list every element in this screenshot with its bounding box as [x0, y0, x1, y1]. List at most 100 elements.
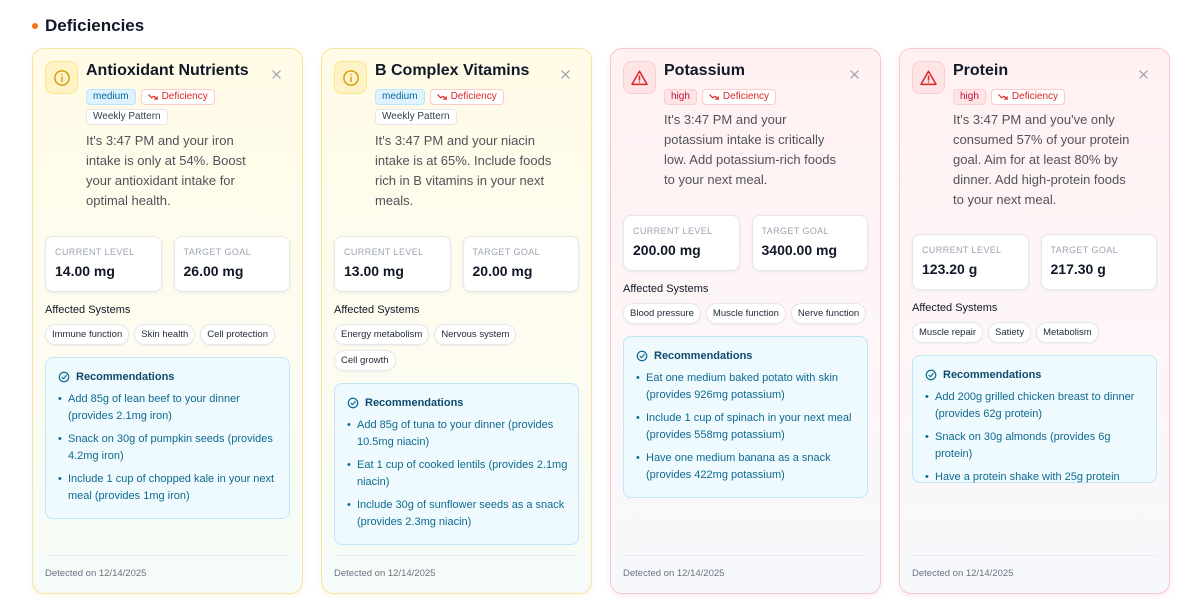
deficiency-badge-label: Deficiency: [450, 91, 497, 102]
affected-systems-label: Affected Systems: [45, 304, 131, 316]
system-tag: Metabolism: [1036, 322, 1099, 343]
close-button[interactable]: [557, 66, 573, 82]
recommendation-item: Snack on 30g almonds (provides 6g protei…: [925, 429, 1146, 463]
affected-systems-label: Affected Systems: [912, 302, 998, 314]
recommendations-panel: Recommendations Eat one medium baked pot…: [623, 336, 868, 498]
info-circle-icon: [334, 61, 367, 94]
deficiency-card-b-complex-vitamins: B Complex Vitamins medium Deficiency Wee…: [321, 48, 592, 594]
detected-date: Detected on 12/14/2025: [623, 555, 868, 579]
metrics: CURRENT LEVEL 13.00 mg TARGET GOAL 20.00…: [334, 236, 579, 292]
close-button[interactable]: [846, 66, 862, 82]
close-button[interactable]: [1135, 66, 1151, 82]
target-goal-label: TARGET GOAL: [472, 247, 541, 257]
affected-systems-tags: Blood pressure Muscle function Nerve fun…: [623, 303, 868, 324]
metrics: CURRENT LEVEL 14.00 mg TARGET GOAL 26.00…: [45, 236, 290, 292]
deficiency-badge-label: Deficiency: [161, 91, 208, 102]
recommendation-item: Eat one medium baked potato with skin (p…: [636, 370, 857, 404]
severity-badge: medium: [375, 89, 425, 105]
recommendations-list: Add 85g of lean beef to your dinner (pro…: [58, 391, 279, 505]
deficiency-badge: Deficiency: [140, 89, 215, 105]
pattern-badge: Weekly Pattern: [375, 109, 457, 125]
severity-badge: high: [953, 89, 986, 105]
card-title: Protein: [953, 62, 1009, 79]
affected-systems-label: Affected Systems: [623, 283, 709, 295]
warning-triangle-icon: [623, 61, 656, 94]
detected-date: Detected on 12/14/2025: [912, 555, 1157, 579]
section-title: Deficiencies: [45, 16, 145, 35]
current-level-box: CURRENT LEVEL 200.00 mg: [623, 215, 740, 271]
target-goal-box: TARGET GOAL 26.00 mg: [173, 236, 290, 292]
recommendation-item: Add 85g of lean beef to your dinner (pro…: [58, 391, 279, 425]
target-goal-value: 217.30 g: [1050, 261, 1106, 277]
recommendations-title: Recommendations: [76, 371, 175, 383]
recommendations-title: Recommendations: [943, 369, 1042, 381]
recommendations-panel: Recommendations Add 85g of tuna to your …: [334, 383, 579, 545]
card-title: Antioxidant Nutrients: [86, 62, 249, 79]
trending-down-icon: [998, 94, 1008, 100]
system-tag: Satiety: [988, 322, 1032, 343]
system-tag: Muscle repair: [912, 322, 984, 343]
card-title: B Complex Vitamins: [375, 62, 530, 79]
recommendations-list: Add 85g of tuna to your dinner (provides…: [347, 417, 568, 531]
detected-date: Detected on 12/14/2025: [334, 555, 579, 579]
current-level-value: 123.20 g: [922, 261, 978, 277]
system-tag: Cell growth: [334, 350, 396, 371]
deficiency-badge: Deficiency: [990, 89, 1066, 105]
recommendation-item: Include 1 cup of spinach in your next me…: [636, 410, 857, 444]
current-level-box: CURRENT LEVEL 14.00 mg: [45, 236, 162, 292]
badges: high Deficiency: [953, 89, 1138, 105]
trending-down-icon: [709, 94, 719, 100]
recommendation-item: Eat 1 cup of cooked lentils (provides 2.…: [347, 457, 568, 491]
section-dot: [32, 23, 38, 29]
check-circle-icon: [347, 397, 359, 409]
close-icon: [849, 69, 859, 79]
metrics: CURRENT LEVEL 123.20 g TARGET GOAL 217.3…: [912, 234, 1157, 290]
pattern-badge: Weekly Pattern: [86, 109, 168, 125]
deficiency-cards: Antioxidant Nutrients medium Deficiency …: [32, 48, 1170, 594]
recommendations-title: Recommendations: [654, 350, 753, 362]
section-header: Deficiencies: [32, 14, 144, 38]
system-tag: Skin health: [134, 324, 196, 345]
recommendation-item: Include 30g of sunflower seeds as a snac…: [347, 497, 568, 531]
deficiency-card-potassium: Potassium high Deficiency It's 3:47 PM a…: [610, 48, 881, 594]
badges: medium Deficiency Weekly Pattern: [375, 89, 560, 125]
trending-down-icon: [147, 94, 158, 100]
system-tag: Muscle function: [705, 303, 786, 324]
close-button[interactable]: [268, 66, 284, 82]
current-level-value: 14.00 mg: [55, 263, 115, 279]
detected-date: Detected on 12/14/2025: [45, 555, 290, 579]
current-level-label: CURRENT LEVEL: [344, 247, 424, 257]
check-circle-icon: [636, 350, 648, 362]
recommendation-item: Snack on 30g of pumpkin seeds (provides …: [58, 431, 279, 465]
target-goal-box: TARGET GOAL 217.30 g: [1040, 234, 1157, 290]
current-level-label: CURRENT LEVEL: [633, 226, 713, 236]
card-message: It's 3:47 PM and your potassium intake i…: [664, 112, 836, 187]
current-level-value: 13.00 mg: [344, 263, 404, 279]
recommendations-panel: Recommendations Add 200g grilled chicken…: [912, 355, 1157, 486]
severity-badge: medium: [86, 89, 136, 105]
recommendation-item: Have a protein shake with 25g protein: [925, 469, 1146, 486]
trending-down-icon: [436, 94, 447, 100]
warning-triangle-icon: [912, 61, 945, 94]
target-goal-value: 26.00 mg: [183, 263, 244, 279]
info-circle-icon: [45, 61, 78, 94]
card-message: It's 3:47 PM and you've only consumed 57…: [953, 112, 1130, 207]
target-goal-box: TARGET GOAL 3400.00 mg: [751, 215, 868, 271]
close-icon: [560, 69, 570, 79]
recommendation-item: Add 85g of tuna to your dinner (provides…: [347, 417, 568, 451]
system-tag: Cell protection: [200, 324, 275, 345]
current-level-box: CURRENT LEVEL 123.20 g: [912, 234, 1029, 290]
affected-systems-label: Affected Systems: [334, 304, 420, 316]
system-tag: Immune function: [45, 324, 130, 345]
check-circle-icon: [58, 371, 70, 383]
target-goal-label: TARGET GOAL: [183, 247, 252, 257]
recommendations-panel: Recommendations Add 85g of lean beef to …: [45, 357, 290, 519]
system-tag: Blood pressure: [623, 303, 701, 324]
deficiency-badge: Deficiency: [429, 89, 504, 105]
current-level-label: CURRENT LEVEL: [922, 245, 1002, 255]
recommendations-list: Add 200g grilled chicken breast to dinne…: [925, 389, 1146, 486]
recommendations-list: Eat one medium baked potato with skin (p…: [636, 370, 857, 484]
recommendations-title: Recommendations: [365, 397, 464, 409]
target-goal-box: TARGET GOAL 20.00 mg: [462, 236, 579, 292]
deficiency-badge-label: Deficiency: [1011, 91, 1059, 102]
